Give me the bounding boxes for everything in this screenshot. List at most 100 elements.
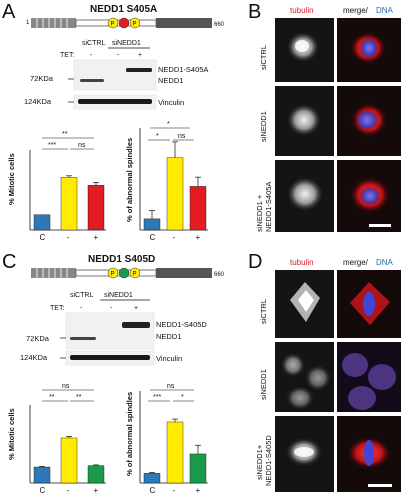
lane-label-sinedd1-c: siNEDD1 xyxy=(104,292,133,299)
panel-letter-b: B xyxy=(248,1,261,23)
tet-value: - xyxy=(117,52,120,59)
aa-end-c: 660 xyxy=(214,272,225,278)
phospho-p-icon xyxy=(107,17,119,29)
band-vinculin-a xyxy=(78,99,152,104)
panel-letter-c: C xyxy=(2,251,16,273)
band-label-mid-c: NEDD1 xyxy=(156,332,181,341)
band-label-top-c: NEDD1-S405D xyxy=(156,320,207,329)
panel-letter-a: A xyxy=(2,1,16,23)
sig-label: ns xyxy=(167,383,175,390)
sig-label: ns xyxy=(78,142,86,149)
tet-value: + xyxy=(134,305,138,312)
bar xyxy=(33,214,51,231)
x-tick-label: - xyxy=(67,233,70,242)
c-terminal-domain xyxy=(156,18,212,28)
x-tick-label: - xyxy=(173,233,176,242)
row-label-rescue1-d: siNEDD1+ xyxy=(255,444,264,480)
band-label-mid-a: NEDD1 xyxy=(158,76,183,85)
sig-label: ** xyxy=(76,394,82,401)
sig-label: ** xyxy=(49,394,55,401)
x-tick-label: C xyxy=(40,233,46,242)
col-header-tubulin-b: tubulin xyxy=(290,6,314,15)
tet-value: - xyxy=(80,305,83,312)
row-label-rescue2-d: NEDD1-S405D xyxy=(264,435,273,486)
panel-b: B tubulin merge/ DNA siCTRL siNEDD1 siNE… xyxy=(248,1,401,232)
bar xyxy=(33,466,51,484)
col-header-merge-d: merge/ xyxy=(343,258,369,267)
tet-value: - xyxy=(110,305,113,312)
row-label-rescue2-b: NEDD1-S405A xyxy=(264,182,273,232)
mw-marker-72-c: 72KDa xyxy=(26,334,50,343)
bar xyxy=(166,157,184,231)
band-nedd1-s405a xyxy=(126,68,152,72)
tet-value: + xyxy=(138,52,142,59)
x-tick-label: + xyxy=(196,486,201,495)
ylabel-abnormal-a: % of abnormal spindles xyxy=(125,138,134,222)
sig-label: * xyxy=(181,394,184,401)
domain-p1-a: P xyxy=(111,22,115,28)
blot-strip-top-c xyxy=(65,312,155,350)
phospho-p-icon xyxy=(129,267,141,279)
sig-label: ns xyxy=(62,383,70,390)
bar-chart-abnormal-a: C - + xyxy=(139,128,208,242)
mw-marker-124-c: 124KDa xyxy=(20,353,48,362)
significance-a-left xyxy=(42,137,94,150)
bar xyxy=(166,421,184,484)
col-header-dna-d: DNA xyxy=(376,258,394,267)
tet-label-a: TET: xyxy=(60,52,74,59)
bar xyxy=(87,465,105,484)
row-label-sinedd1-d: siNEDD1 xyxy=(259,369,268,400)
bar-chart-abnormal-c: C - + xyxy=(139,391,208,495)
domain-p2-a: P xyxy=(133,22,137,28)
s405a-site-icon xyxy=(118,17,130,29)
wd40-repeats xyxy=(31,268,76,278)
c-terminal-domain xyxy=(156,268,212,278)
x-tick-label: C xyxy=(150,486,156,495)
significance-c-left xyxy=(42,389,94,402)
tet-label-c: TET: xyxy=(50,305,64,312)
tet-value: - xyxy=(90,52,93,59)
bar xyxy=(60,437,78,484)
band-nedd1-endogenous xyxy=(80,79,104,82)
x-tick-label: + xyxy=(94,233,99,242)
sig-label: *** xyxy=(48,142,56,149)
panel-letter-d: D xyxy=(248,251,262,273)
wd40-repeats xyxy=(31,18,76,28)
domain-p1-c: P xyxy=(111,272,115,278)
band-nedd1-endogenous xyxy=(70,337,96,340)
lane-label-sictrl-c: siCTRL xyxy=(70,292,93,299)
sig-label: * xyxy=(167,121,170,128)
bar xyxy=(87,185,105,231)
ylabel-mitotic-a: % Mitotic cells xyxy=(7,153,16,205)
band-label-top-a: NEDD1-S405A xyxy=(158,65,208,74)
scale-bar-d xyxy=(368,484,392,487)
x-tick-label: C xyxy=(40,486,46,495)
col-header-tubulin-d: tubulin xyxy=(290,258,314,267)
aa-end-a: 660 xyxy=(214,22,225,28)
panel-d: D tubulin merge/ DNA siCTRL siNEDD1 siNE… xyxy=(248,251,401,492)
western-blot-a: siCTRL siNEDD1 TET: - - + 72KDa NEDD1-S4… xyxy=(24,40,208,110)
scale-bar-b xyxy=(369,224,391,227)
sig-label: ns xyxy=(178,133,186,140)
significance-a-right xyxy=(148,127,194,141)
row-label-sictrl-b: siCTRL xyxy=(259,45,268,70)
domain-schematic-c: 660 P P xyxy=(31,267,225,279)
bar-chart-mitotic-a: C - + xyxy=(29,150,106,242)
band-nedd1-s405d xyxy=(122,322,150,328)
row-label-sictrl-d: siCTRL xyxy=(259,299,268,324)
x-tick-label: - xyxy=(67,486,70,495)
col-header-dna-b: DNA xyxy=(376,6,394,15)
western-blot-c: siCTRL siNEDD1 TET: - - + 72KDa NEDD1-S4… xyxy=(20,292,207,366)
band-label-vinculin-c: Vinculin xyxy=(156,354,182,363)
panel-c: C NEDD1 S405D 660 P P siCTRL siNEDD1 TET… xyxy=(2,251,225,495)
sig-label: *** xyxy=(153,394,161,401)
domain-p2-c: P xyxy=(133,272,137,278)
lane-label-sictrl-a: siCTRL xyxy=(82,40,105,47)
mw-marker-124-a: 124KDa xyxy=(24,97,52,106)
x-tick-label: + xyxy=(94,486,99,495)
significance-c-right xyxy=(148,389,194,402)
panel-a-title: NEDD1 S405A xyxy=(90,4,157,15)
row-label-rescue1-b: siNEDD1 + xyxy=(255,194,264,232)
mw-marker-72-a: 72KDa xyxy=(30,74,54,83)
band-vinculin-c xyxy=(70,355,150,360)
